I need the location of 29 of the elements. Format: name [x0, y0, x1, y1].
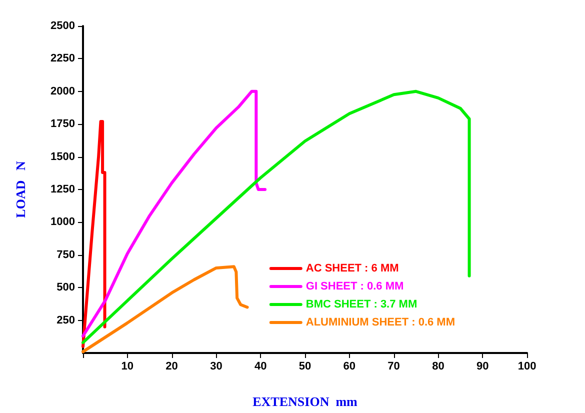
y-axis-title: LOAD N [13, 160, 28, 218]
y-tick-label: 2500 [50, 20, 75, 32]
x-tick-label: 70 [388, 360, 400, 372]
y-tick-label: 1250 [50, 184, 75, 196]
x-tick-label: 80 [432, 360, 444, 372]
y-tick-label: 1750 [50, 118, 75, 130]
x-tick-label: 60 [343, 360, 356, 372]
line-series [82, 265, 249, 354]
x-tick-label: 50 [298, 360, 312, 372]
x-tick-label: 100 [518, 360, 536, 372]
y-tick-label: 1500 [50, 150, 75, 163]
x-tick-label: 40 [254, 360, 267, 372]
x-axis-title: EXTENSION mm [252, 394, 358, 409]
line-series [82, 90, 267, 338]
x-tick-label: 90 [476, 360, 489, 372]
y-tick-label: 2000 [50, 85, 75, 98]
x-tick-label: 20 [166, 360, 178, 372]
y-tick-label: 750 [56, 248, 75, 261]
y-tick-label: 2250 [50, 52, 75, 65]
legend-label: BMC SHEET : 3.7 MM [306, 298, 418, 310]
x-tick-label: 10 [121, 360, 134, 372]
legend-label: AC SHEET : 6 MM [306, 262, 399, 274]
legend-label: GI SHEET : 0.6 MM [306, 280, 404, 292]
y-tick-label: 1000 [50, 216, 75, 228]
x-tick-label: 30 [210, 360, 222, 372]
line-series [82, 90, 471, 344]
legend-label: ALUMINIUM SHEET : 0.6 MM [306, 316, 456, 328]
y-tick-label: 250 [56, 314, 75, 326]
y-tick-label: 500 [56, 282, 75, 294]
